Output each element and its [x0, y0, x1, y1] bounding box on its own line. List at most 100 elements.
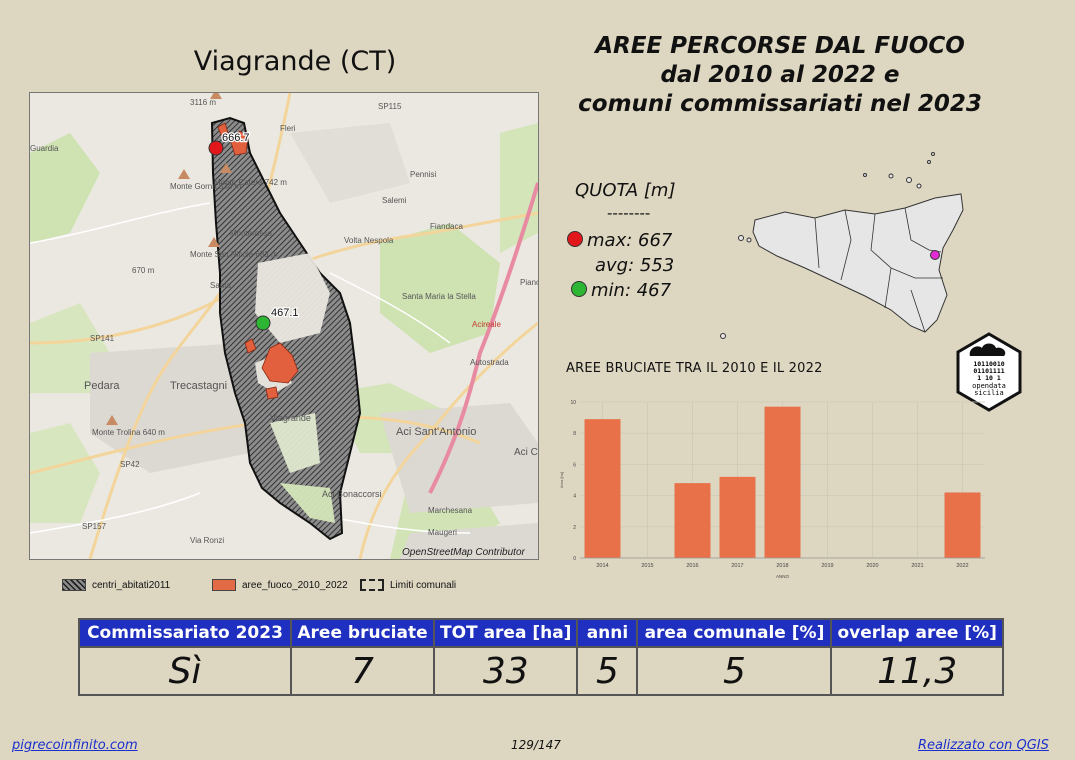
x-tick-label: 2020: [866, 563, 878, 569]
legend-item: aree_fuoco_2010_2022: [212, 579, 348, 591]
map-label: 670 m: [132, 266, 155, 275]
x-tick-label: 2019: [821, 563, 833, 569]
map-label: Maugeri: [428, 528, 457, 537]
bar-2018: [764, 406, 801, 558]
road: [88, 292, 222, 559]
legend-swatch: [212, 579, 236, 591]
non-built-patch: [280, 483, 335, 523]
legend-item: centri_abitati2011: [62, 579, 170, 591]
peak-icon: [220, 163, 232, 173]
bar-2022: [944, 492, 981, 558]
legend-item: Limiti comunali: [360, 579, 456, 591]
quota-min-text: min: 467: [591, 280, 672, 301]
chart-title: AREE BRUCIATE TRA IL 2010 E IL 2022: [566, 361, 823, 376]
svg-text:10110010: 10110010: [973, 360, 1004, 368]
map-label: Acireale: [472, 320, 501, 329]
table-header: overlap aree [%]: [830, 618, 1004, 648]
map-label: Monterosso: [230, 229, 272, 238]
sicily-outline: [752, 193, 964, 333]
island: [888, 173, 894, 179]
quota-separator: --------: [607, 204, 651, 222]
x-axis-label: ANNO: [776, 574, 790, 579]
municipality-map[interactable]: Monte Gorna 834 m Monte San Nicola 683 m…: [29, 92, 539, 560]
y-tick-label: 6: [573, 462, 576, 468]
svg-text:1 10 1: 1 10 1: [977, 374, 1001, 382]
min-elevation-marker[interactable]: [255, 315, 271, 331]
province-border: [840, 209, 852, 281]
table-header: area comunale [%]: [636, 618, 833, 648]
map-label: Fleri: [280, 124, 296, 133]
province-border: [890, 267, 943, 279]
map-title: Viagrande (CT): [193, 46, 397, 77]
map-label: Aci Cat: [514, 447, 538, 458]
green-area: [500, 123, 538, 253]
map-label: Santa Maria la Stella: [402, 292, 476, 301]
peak-icon: [106, 415, 118, 425]
fire-area[interactable]: [265, 386, 279, 400]
table-cell: 7: [290, 646, 435, 696]
map-label: SP157: [82, 522, 107, 531]
footer-right[interactable]: Realizzato con QGIS: [918, 738, 1049, 753]
y-tick-label: 2: [573, 525, 576, 531]
green-area: [30, 133, 100, 243]
island: [931, 152, 935, 156]
website-link[interactable]: pigrecoinfinito.com: [12, 738, 138, 753]
non-built-patch: [270, 413, 320, 473]
bar-2017: [719, 476, 756, 558]
opendata-sicilia-logo: 10110010 01101111 1 10 1 opendata sicili…: [956, 332, 1022, 412]
motorway: [428, 182, 538, 494]
x-tick-label: 2016: [686, 563, 698, 569]
map-label: Santa: [210, 281, 231, 290]
fire-area[interactable]: [244, 338, 257, 354]
island: [720, 333, 726, 339]
map-label: Aci Sant'Antonio: [396, 426, 476, 438]
table-header: Aree bruciate: [290, 618, 435, 648]
table-header: anni: [576, 618, 639, 648]
road: [329, 272, 451, 344]
map-label: Via Ronzi: [190, 536, 224, 545]
island: [863, 173, 867, 177]
y-axis-label: Area [ha]: [559, 472, 564, 488]
y-tick-label: 10: [570, 400, 576, 406]
island: [746, 237, 752, 243]
map-label: Volta Nespola: [344, 236, 394, 245]
peak-icon: [208, 237, 220, 247]
main-title-line-3: comuni commissariati nel 2023: [578, 91, 982, 117]
table-header-row: Commissariato 2023 Aree bruciate TOT are…: [78, 618, 1004, 648]
table-cell: 33: [432, 646, 579, 696]
min-elevation-label: 467.1: [271, 307, 299, 319]
table-header: Commissariato 2023: [78, 618, 292, 648]
legend-swatch: [360, 579, 384, 591]
table-cell: Sì: [78, 646, 292, 696]
peak-icon: [178, 169, 190, 179]
road: [30, 421, 261, 475]
burned-area-chart: 0 2 4 6 8 10 2014 2015 2016 2017 2018 2019 2020 2021 2…: [559, 400, 985, 579]
fire-area[interactable]: [217, 122, 229, 136]
qgis-link[interactable]: Realizzato con QGIS: [918, 738, 1049, 753]
x-tick-label: 2021: [911, 563, 923, 569]
peak-icon: [210, 93, 222, 99]
green-area: [30, 423, 100, 523]
y-tick-label: 4: [573, 494, 576, 500]
svg-text:opendata: opendata: [972, 382, 1006, 390]
map-label: SP42: [120, 460, 140, 469]
max-elevation-marker[interactable]: [208, 140, 224, 156]
map-label: Piano d': [520, 278, 538, 287]
fire-area[interactable]: [229, 130, 249, 156]
bar-2016: [674, 483, 711, 558]
urban-area: [290, 123, 410, 203]
footer-left[interactable]: pigrecoinfinito.com: [12, 738, 138, 753]
quota-min: min: 467: [571, 280, 671, 301]
table-cell: 5: [636, 646, 833, 696]
x-tick-label: 2014: [596, 563, 608, 569]
quota-max-text: max: 667: [587, 230, 673, 251]
map-label: Monte Catera 742 m: [214, 178, 287, 187]
quota-max: max: 667: [567, 230, 672, 251]
x-tick-label: 2018: [776, 563, 788, 569]
max-dot-icon: [567, 231, 583, 247]
y-tick-label: 8: [573, 431, 576, 437]
main-title: AREE PERCORSE DAL FUOCO dal 2010 al 2022…: [565, 32, 995, 119]
non-built-patch: [255, 253, 330, 343]
map-label: Salemi: [382, 196, 407, 205]
fire-area[interactable]: [261, 342, 299, 384]
